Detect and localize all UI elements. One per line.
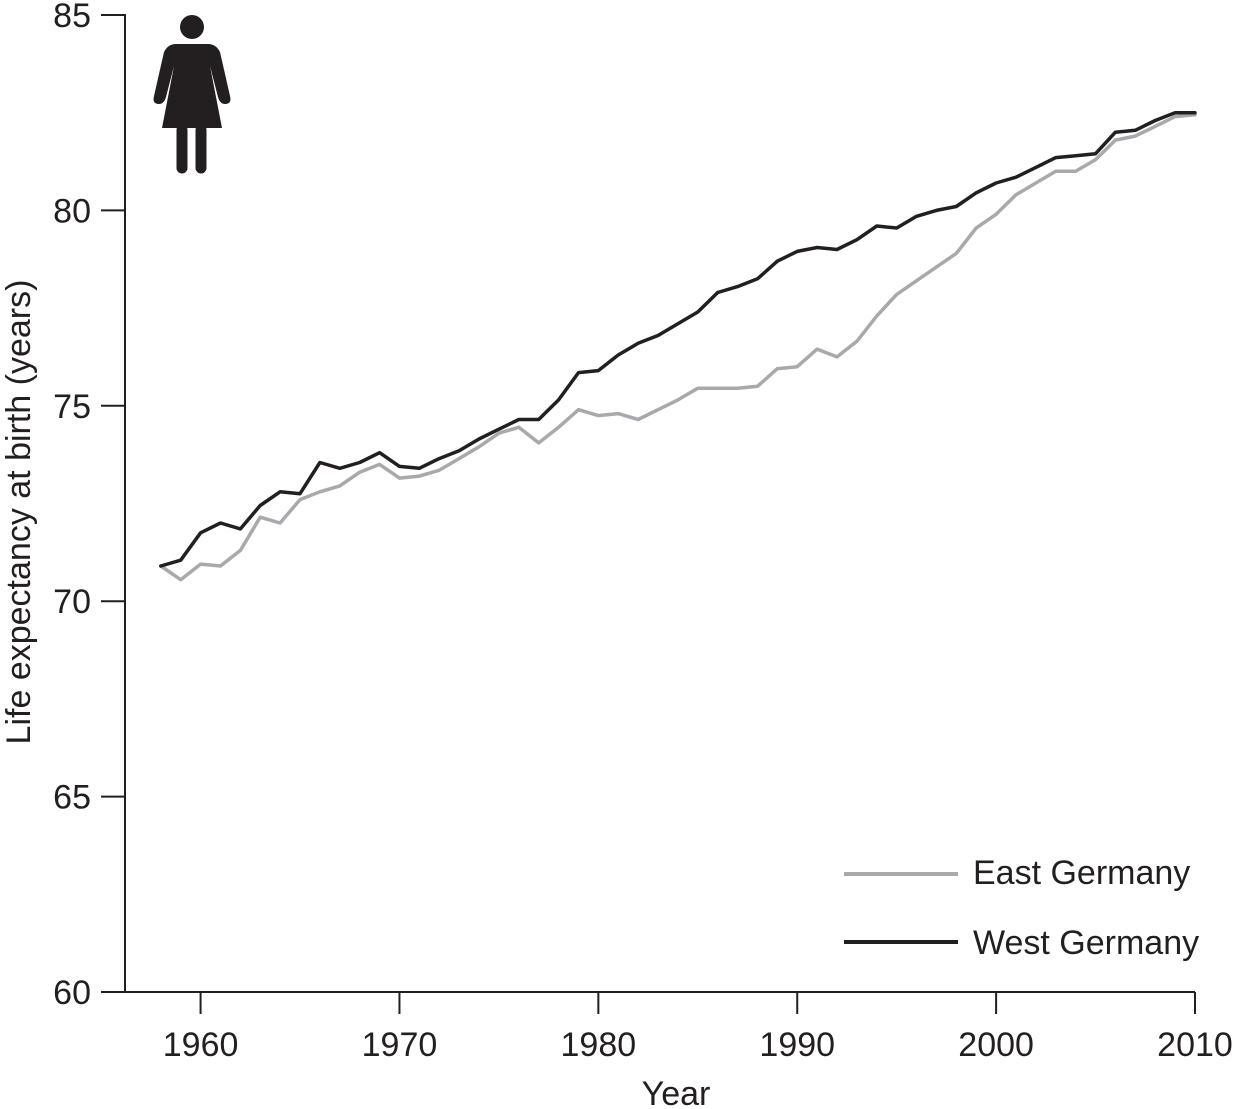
x-tick-label: 1990 — [759, 1026, 835, 1064]
y-tick-label: 80 — [53, 192, 91, 230]
y-axis-ticks: 60 65 70 75 80 85 — [53, 0, 125, 1012]
legend-label-west-germany: West Germany — [973, 924, 1199, 962]
woman-icon — [153, 15, 231, 174]
legend: East Germany West Germany — [844, 854, 1199, 962]
y-axis-title: Life expectancy at birth (years) — [0, 280, 38, 745]
x-axis-title: Year — [642, 1075, 711, 1109]
y-tick-label: 65 — [53, 779, 91, 817]
x-tick-label: 1960 — [163, 1026, 239, 1064]
x-tick-label: 2000 — [958, 1026, 1034, 1064]
y-tick-label: 85 — [53, 0, 91, 35]
series-line-west-germany — [159, 110, 1197, 568]
series-layer — [159, 110, 1197, 582]
y-tick-label: 60 — [53, 974, 91, 1012]
x-tick-label: 2010 — [1157, 1026, 1233, 1064]
y-tick-label: 75 — [53, 388, 91, 426]
y-tick-label: 70 — [53, 583, 91, 621]
x-tick-label: 1970 — [362, 1026, 438, 1064]
x-tick-label: 1980 — [561, 1026, 637, 1064]
legend-label-east-germany: East Germany — [973, 854, 1190, 892]
x-axis-ticks: 1960 1970 1980 1990 2000 2010 — [163, 992, 1233, 1064]
series-line-east-germany — [159, 112, 1197, 582]
